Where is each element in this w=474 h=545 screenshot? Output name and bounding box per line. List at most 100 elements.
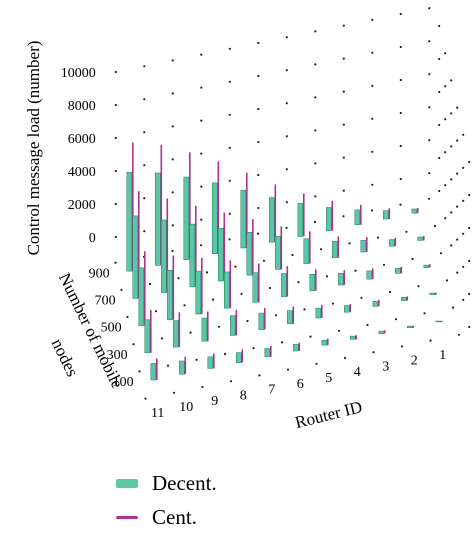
grid-dot	[399, 78, 402, 82]
grid-dot	[400, 345, 404, 348]
bar-decent	[258, 312, 265, 330]
grid-dot	[228, 146, 231, 149]
grid-dot	[114, 235, 117, 239]
grid-dot	[325, 275, 329, 278]
grid-dot	[200, 119, 203, 122]
grid-dot	[456, 106, 459, 109]
bar-decent	[167, 269, 173, 321]
grid-dot	[456, 172, 459, 175]
grid-dot	[456, 271, 459, 274]
bar-decent	[246, 232, 253, 276]
bar-decent	[224, 271, 230, 309]
grid-dot	[143, 131, 146, 134]
grid-dot	[200, 185, 203, 188]
grid-dot	[438, 24, 441, 28]
bar-decent	[286, 310, 293, 325]
y-tick-label: 500	[101, 321, 122, 336]
x-tick-label: 9	[211, 394, 218, 409]
grid-dot	[143, 98, 146, 101]
grid-dot	[200, 86, 203, 89]
bar-decent	[155, 172, 161, 266]
grid-dot	[371, 18, 374, 21]
grid-dot	[246, 319, 249, 323]
bar-decent	[264, 348, 271, 358]
grid-dot	[114, 70, 117, 74]
grid-dot	[433, 224, 437, 228]
grid-dot	[342, 57, 345, 60]
grid-dot	[171, 191, 174, 194]
x-tick-label: 11	[151, 406, 164, 421]
grid-dot	[223, 352, 227, 356]
grid-dot	[428, 139, 431, 142]
grid-dot	[114, 169, 117, 173]
x-tick-label: 2	[411, 354, 418, 369]
grid-dot	[228, 212, 231, 215]
bar-decent	[423, 264, 430, 268]
grid-dot	[428, 40, 431, 43]
legend-item-cent: Cent.	[116, 500, 217, 534]
gridlines	[114, 7, 471, 400]
grid-dot	[348, 242, 351, 245]
grid-dot	[268, 286, 272, 290]
grid-dot	[200, 218, 203, 221]
grid-dot	[462, 199, 465, 202]
bar-decent	[378, 330, 385, 334]
grid-dot	[143, 197, 146, 200]
bar-decent	[292, 344, 299, 352]
grid-dot	[228, 238, 231, 241]
z-tick-label: 4000	[68, 165, 96, 180]
bar-decent	[360, 240, 367, 253]
bar-decent	[411, 208, 418, 214]
bar-decent	[325, 207, 332, 231]
grid-dot	[177, 277, 180, 280]
grid-dot	[195, 358, 198, 361]
y-tick-label: 700	[95, 294, 116, 309]
grid-dot	[468, 193, 471, 197]
grid-dot	[444, 85, 447, 88]
grid-dot	[285, 36, 288, 39]
grid-dot	[382, 263, 386, 266]
grid-dot	[211, 298, 215, 301]
bar-decent	[183, 176, 190, 260]
grid-dot	[291, 253, 294, 257]
bar-decent	[417, 236, 424, 241]
grid-dot	[114, 202, 117, 206]
bar-decent	[388, 239, 395, 247]
bar-decent	[189, 223, 196, 288]
grid-dot	[171, 125, 174, 128]
grid-dot	[444, 118, 447, 121]
bar-decent	[315, 307, 322, 319]
legend-item-decent: Decent.	[116, 466, 217, 500]
grid-dot	[258, 374, 261, 377]
grid-dot	[285, 135, 288, 138]
grid-dot	[315, 362, 318, 365]
legend-label-decent: Decent.	[152, 470, 217, 495]
bar-decent	[173, 320, 179, 348]
grid-dot	[285, 168, 288, 171]
grid-dot	[342, 156, 345, 159]
grid-dot	[228, 179, 231, 182]
grid-dot	[371, 84, 374, 87]
grid-dot	[257, 206, 260, 210]
grid-dot	[370, 209, 374, 212]
grid-dot	[462, 232, 465, 235]
grid-dot	[160, 337, 164, 340]
grid-dot	[371, 117, 374, 120]
grid-dot	[399, 45, 402, 49]
grid-dot	[154, 310, 158, 313]
grid-dot	[217, 325, 221, 328]
grid-dot	[462, 265, 465, 268]
bar-decent	[218, 227, 224, 282]
x-tick-label: 5	[325, 371, 332, 386]
bar-decent	[337, 273, 344, 286]
grid-dot	[428, 172, 431, 175]
z-tick-label: 2000	[68, 198, 96, 213]
grid-dot	[286, 368, 290, 371]
grid-dot	[438, 189, 441, 193]
grid-dot	[438, 57, 441, 61]
bar-decent	[230, 315, 236, 336]
grid-dot	[444, 184, 447, 187]
bar-decent	[382, 210, 389, 220]
grid-dot	[399, 144, 402, 148]
